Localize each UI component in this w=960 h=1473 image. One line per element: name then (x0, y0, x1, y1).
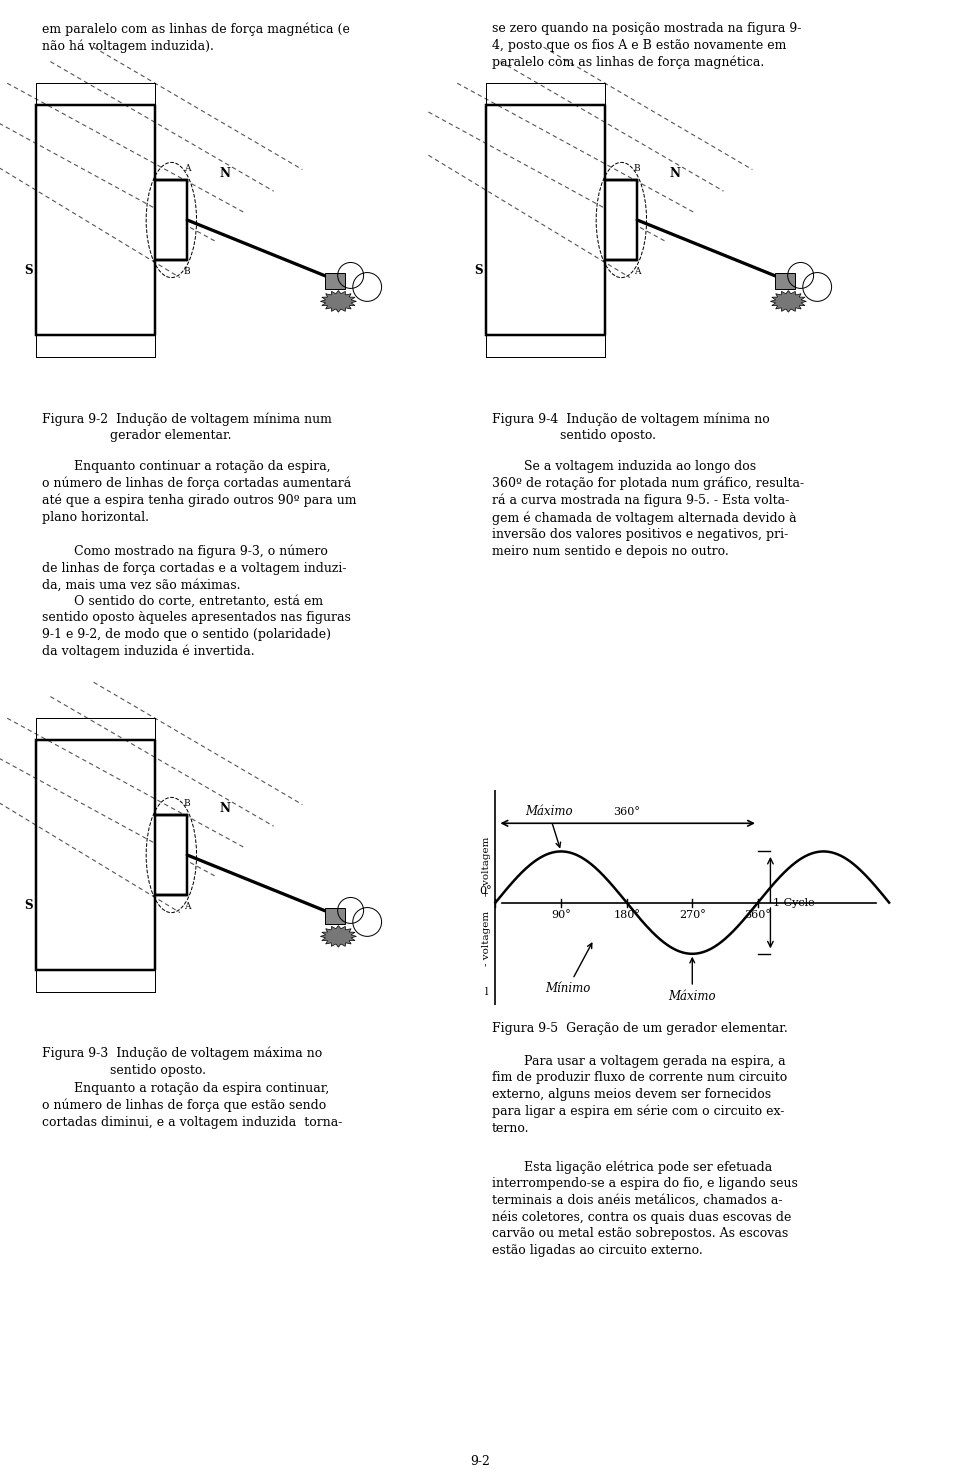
Text: Como mostrado na figura 9-3, o número
de linhas de força cortadas e a voltagem i: Como mostrado na figura 9-3, o número de… (42, 545, 347, 592)
Text: 1 Cycle: 1 Cycle (773, 897, 814, 907)
Text: Figura 9-3  Indução de voltagem máxima no: Figura 9-3 Indução de voltagem máxima no (42, 1047, 323, 1061)
Text: Enquanto a rotação da espira continuar,
o número de linhas de força que estão se: Enquanto a rotação da espira continuar, … (42, 1083, 343, 1128)
Text: Figura 9-4  Indução de voltagem mínima no: Figura 9-4 Indução de voltagem mínima no (492, 412, 770, 426)
Text: N: N (670, 166, 681, 180)
Text: Máximo: Máximo (525, 806, 572, 847)
Text: S: S (24, 899, 33, 912)
Text: N: N (220, 166, 230, 180)
Text: gerador elementar.: gerador elementar. (110, 429, 231, 442)
Polygon shape (155, 180, 187, 259)
Text: A: A (183, 901, 190, 910)
Text: sentido oposto.: sentido oposto. (110, 1064, 206, 1077)
Text: + voltagem: + voltagem (482, 837, 491, 897)
Text: Esta ligação elétrica pode ser efetuada
interrompendo-se a espira do fio, e liga: Esta ligação elétrica pode ser efetuada … (492, 1161, 798, 1256)
Text: 0°: 0° (479, 887, 492, 897)
Text: 360°: 360° (613, 807, 640, 816)
Polygon shape (155, 816, 187, 894)
Text: Figura 9-2  Indução de voltagem mínima num: Figura 9-2 Indução de voltagem mínima nu… (42, 412, 332, 426)
Text: Para usar a voltagem gerada na espira, a
fim de produzir fluxo de corrente num c: Para usar a voltagem gerada na espira, a… (492, 1055, 787, 1134)
Text: S: S (24, 264, 33, 277)
Text: Figura 9-5  Geração de um gerador elementar.: Figura 9-5 Geração de um gerador element… (492, 1022, 788, 1036)
FancyBboxPatch shape (324, 274, 345, 289)
Text: Máximo: Máximo (668, 957, 716, 1003)
Text: B: B (183, 800, 190, 809)
Text: N: N (220, 801, 230, 815)
Text: 90°: 90° (551, 910, 571, 921)
Text: 360°: 360° (744, 910, 771, 921)
Text: Se a voltagem induzida ao longo dos
360º de rotação for plotada num gráfico, res: Se a voltagem induzida ao longo dos 360º… (492, 460, 804, 557)
Text: se zero quando na posição mostrada na figura 9-
4, posto que os fios A e B estão: se zero quando na posição mostrada na fi… (492, 22, 802, 69)
Text: sentido oposto.: sentido oposto. (560, 429, 656, 442)
Text: 270°: 270° (679, 910, 706, 921)
Polygon shape (321, 925, 356, 947)
FancyBboxPatch shape (775, 274, 795, 289)
Text: l: l (485, 987, 488, 997)
Text: O sentido do corte, entretanto, está em
sentido oposto àqueles apresentados nas : O sentido do corte, entretanto, está em … (42, 595, 350, 658)
Polygon shape (321, 290, 356, 312)
Text: 9-2: 9-2 (470, 1455, 490, 1469)
Polygon shape (605, 180, 637, 259)
Polygon shape (770, 290, 806, 312)
FancyBboxPatch shape (324, 909, 345, 924)
Text: S: S (474, 264, 482, 277)
Text: A: A (183, 164, 190, 174)
Text: 180°: 180° (613, 910, 640, 921)
Text: - voltagem: - voltagem (482, 910, 491, 966)
Text: em paralelo com as linhas de força magnética (e
não há voltagem induzida).: em paralelo com as linhas de força magné… (42, 22, 349, 53)
Text: A: A (634, 267, 640, 275)
Text: Mínimo: Mínimo (545, 943, 591, 994)
Text: Enquanto continuar a rotação da espira,
o número de linhas de força cortadas aum: Enquanto continuar a rotação da espira, … (42, 460, 356, 524)
Text: B: B (183, 267, 190, 275)
Text: B: B (634, 164, 640, 174)
